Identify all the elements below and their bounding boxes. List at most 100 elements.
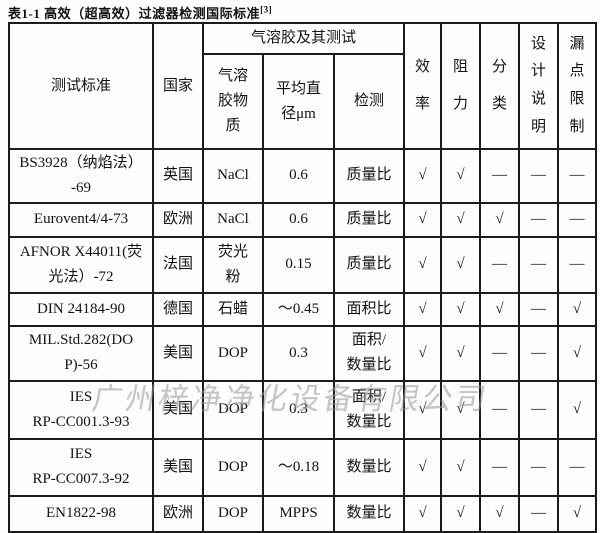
cell-leak-mark: √	[557, 291, 598, 327]
cell-efficiency-mark: √	[403, 148, 443, 204]
cell-country: 英国	[152, 148, 204, 204]
table-row: Eurovent4/4-73 欧洲 NaCl 0.6 质量比 √ √ √ — —	[8, 201, 598, 238]
cell-classification-mark: —	[479, 437, 521, 497]
cell-efficiency-mark: √	[403, 291, 443, 327]
cell-leak-mark: —	[557, 148, 598, 204]
cell-aerosol: DOP	[202, 437, 264, 497]
cell-design-mark: —	[518, 235, 560, 294]
cell-diameter: 0.6	[262, 148, 335, 204]
cell-efficiency-mark: √	[403, 379, 443, 440]
cell-standard: MIL.Std.282(DO P)-56	[8, 324, 154, 382]
cell-classification-mark: —	[479, 324, 521, 382]
cell-leak-mark: —	[557, 235, 598, 294]
table-row: EN1822-98 欧洲 DOP MPPS 数量比 √ √ √ — √	[8, 494, 598, 533]
cell-resistance-mark: √	[440, 437, 482, 497]
table-row: AFNOR X44011(荧 光法）-72 法国 荧光 粉 0.15 质量比 √…	[8, 235, 598, 294]
cell-classification-mark: —	[479, 148, 521, 204]
cell-resistance-mark: √	[440, 379, 482, 440]
header-standard: 测试标准	[8, 22, 154, 150]
cell-country: 欧洲	[152, 494, 204, 533]
table-row: DIN 24184-90 德国 石蜡 ～0.45 面积比 √ √ √ — √	[8, 291, 598, 327]
cell-resistance-mark: √	[440, 201, 482, 238]
table-row: IES RP-CC001.3-93 美国 DOP 0.3 面积/ 数量比 √ √…	[8, 379, 598, 440]
cell-leak-mark: √	[557, 379, 598, 440]
cell-detection: 数量比	[332, 494, 406, 533]
cell-diameter: 0.15	[262, 235, 335, 294]
page-title: 表1-1 高效（超高效）过滤器检测国际标准[3]	[8, 3, 272, 22]
cell-country: 法国	[152, 235, 204, 294]
cell-resistance-mark: √	[440, 148, 482, 204]
cell-classification-mark: √	[479, 494, 521, 533]
cell-diameter: 0.3	[262, 324, 335, 382]
cell-resistance-mark: √	[440, 324, 482, 382]
cell-detection: 数量比	[332, 437, 406, 497]
header-aerosol-substance: 气溶 胶物 质	[202, 53, 264, 150]
cell-design-mark: —	[518, 437, 560, 497]
title-citation: [3]	[260, 4, 273, 15]
cell-country: 德国	[152, 291, 204, 327]
cell-resistance-mark: √	[440, 235, 482, 294]
cell-design-mark: —	[518, 494, 560, 533]
cell-aerosol: NaCl	[202, 201, 264, 238]
header-detection: 检测	[332, 53, 406, 150]
cell-efficiency-mark: √	[403, 201, 443, 238]
cell-resistance-mark: √	[440, 291, 482, 327]
cell-detection: 面积/ 数量比	[332, 379, 406, 440]
cell-aerosol: DOP	[202, 379, 264, 440]
header-design-note: 设计说明	[518, 22, 560, 150]
table-row: MIL.Std.282(DO P)-56 美国 DOP 0.3 面积/ 数量比 …	[8, 324, 598, 382]
cell-diameter: ～0.18	[262, 437, 335, 497]
header-country: 国家	[152, 22, 204, 150]
cell-detection: 面积比	[332, 291, 406, 327]
cell-country: 美国	[152, 437, 204, 497]
cell-country: 美国	[152, 324, 204, 382]
cell-aerosol: DOP	[202, 494, 264, 533]
cell-aerosol: 荧光 粉	[202, 235, 264, 294]
cell-detection: 质量比	[332, 148, 406, 204]
header-resistance: 阻力	[440, 22, 482, 150]
cell-efficiency-mark: √	[403, 235, 443, 294]
header-leak-limit: 漏点限制	[557, 22, 598, 150]
cell-diameter: MPPS	[262, 494, 335, 533]
cell-standard: EN1822-98	[8, 494, 154, 533]
title-text: 表1-1 高效（超高效）过滤器检测国际标准	[8, 6, 261, 21]
cell-standard: IES RP-CC001.3-93	[8, 379, 154, 440]
header-efficiency: 效率	[403, 22, 443, 150]
cell-leak-mark: √	[557, 324, 598, 382]
table-row: BS3928（纳焰法） -69 英国 NaCl 0.6 质量比 √ √ — — …	[8, 148, 598, 204]
cell-standard: Eurovent4/4-73	[8, 201, 154, 238]
cell-detection: 质量比	[332, 201, 406, 238]
header-row-sub: 气溶 胶物 质 平均直 径μm 检测	[9, 53, 596, 150]
cell-country: 美国	[152, 379, 204, 440]
cell-standard: AFNOR X44011(荧 光法）-72	[8, 235, 154, 294]
cell-efficiency-mark: √	[403, 324, 443, 382]
cell-detection: 面积/ 数量比	[332, 324, 406, 382]
cell-efficiency-mark: √	[403, 437, 443, 497]
cell-leak-mark: √	[557, 494, 598, 533]
cell-diameter: 0.6	[262, 201, 335, 238]
cell-diameter: 0.3	[262, 379, 335, 440]
cell-classification-mark: √	[479, 291, 521, 327]
cell-classification-mark: —	[479, 235, 521, 294]
cell-leak-mark: —	[557, 201, 598, 238]
table-row: IES RP-CC007.3-92 美国 DOP ～0.18 数量比 √ √ —…	[8, 437, 598, 497]
standards-table: 测试标准 国家 气溶胶及其测试 效率 阻力 分类 设计说明 漏点限制 气溶 胶物…	[8, 22, 598, 533]
header-classification: 分类	[479, 22, 521, 150]
cell-design-mark: —	[518, 148, 560, 204]
cell-aerosol: 石蜡	[202, 291, 264, 327]
header-mean-diameter: 平均直 径μm	[262, 53, 335, 150]
cell-standard: BS3928（纳焰法） -69	[8, 148, 154, 204]
cell-design-mark: —	[518, 201, 560, 238]
cell-standard: IES RP-CC007.3-92	[8, 437, 154, 497]
cell-standard: DIN 24184-90	[8, 291, 154, 327]
cell-aerosol: NaCl	[202, 148, 264, 204]
cell-country: 欧洲	[152, 201, 204, 238]
cell-detection: 质量比	[332, 235, 406, 294]
cell-leak-mark: —	[557, 437, 598, 497]
cell-efficiency-mark: √	[403, 494, 443, 533]
cell-resistance-mark: √	[440, 494, 482, 533]
cell-design-mark: —	[518, 379, 560, 440]
cell-design-mark: —	[518, 291, 560, 327]
cell-classification-mark: √	[479, 201, 521, 238]
